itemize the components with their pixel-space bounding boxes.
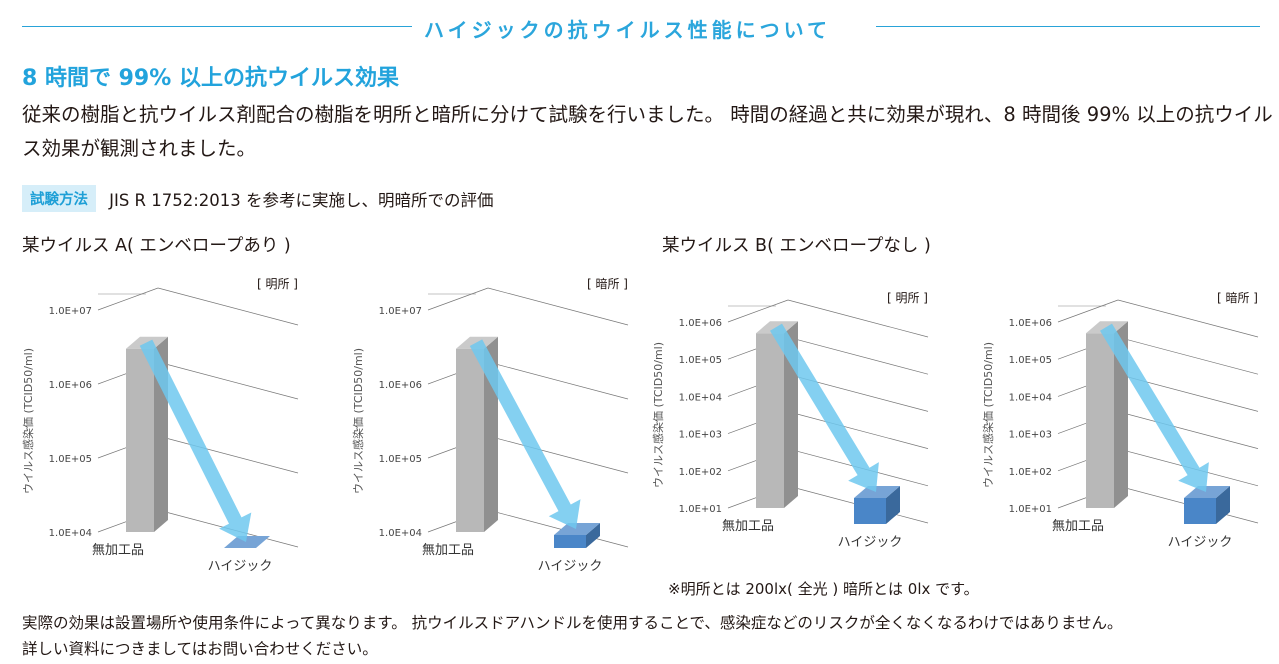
y-tick-label: 1.0E+04 [1009,392,1052,403]
header-rule-right [876,26,1260,27]
gridline-left [427,287,489,311]
virus-a-title: 某ウイルス A( エンベロープあり ) [22,236,291,256]
test-method-badge: 試験方法 [22,185,96,212]
gridline [787,299,929,338]
chart-title: [ 明所 ] [257,277,298,291]
y-tick-label: 1.0E+04 [679,392,722,403]
bar-front [126,348,154,532]
bar-front [756,333,784,508]
bar-side [886,485,900,524]
decline-arrow [1100,323,1209,492]
y-tick-label: 1.0E+04 [379,528,422,539]
chart-virus-a-light: [ 明所 ] ウイルス感染価 (TCID50/ml) 1.0E+04 1.0E+05 1… [21,277,299,574]
gridline [1117,336,1259,375]
bar-side [1216,485,1230,524]
x-category-label: 無加工品 [92,543,144,558]
virus-b-title: 某ウイルス B( エンベロープなし ) [662,236,931,256]
chart-title: [ 暗所 ] [1217,290,1258,305]
chart-title: [ 明所 ] [887,291,928,305]
gridline-left [1057,299,1119,323]
x-category-label: ハイジック [838,535,903,550]
decline-arrow [469,339,581,529]
y-tick-label: 1.0E+06 [1009,318,1052,329]
bar-front [1086,333,1114,508]
y-tick-label: 1.0E+04 [49,528,92,539]
x-category-label: ハイジック [1168,535,1233,550]
gridline [157,287,299,326]
y-tick-label: 1.0E+02 [1009,467,1052,478]
y-tick-label: 1.0E+03 [1009,430,1052,441]
bar-front [1184,497,1216,524]
y-tick-label: 1.0E+07 [379,306,422,317]
chart-virus-b-dark: [ 暗所 ] ウイルス感染価 (TCID50/ml) 1.0E+01 1.0E+02 1… [981,290,1259,550]
y-axis-label: ウイルス感染価 (TCID50/ml) [351,348,365,494]
section-header: ハイジックの抗ウイルス性能について [0,10,1279,44]
gridline [157,435,299,474]
x-category-label: ハイジック [538,559,603,574]
bar-front [456,348,484,532]
bar-front [554,534,586,548]
bar-top [554,522,600,535]
footer-notes: 実際の効果は設置場所や使用条件によって異なります。 抗ウイルスドアハンドルを使用… [22,610,1272,662]
gridline [1117,411,1259,449]
gridline [487,509,629,548]
section-title: ハイジックの抗ウイルス性能について [424,18,831,42]
gridline-left [97,287,159,311]
decline-arrow [139,339,252,542]
bar-side [586,522,600,548]
y-axis-label: ウイルス感染価 (TCID50/ml) [651,342,665,488]
light-dark-note: ※明所とは 200lx( 全光 ) 暗所とは 0lx です。 [668,580,979,598]
chart-virus-a-dark: [ 暗所 ] ウイルス感染価 (TCID50/ml) 1.0E+04 1.0E+05 1… [351,276,629,574]
y-tick-label: 1.0E+06 [679,318,722,329]
gridline [487,435,629,474]
bar-top [1184,485,1230,498]
chart-title: [ 暗所 ] [587,276,628,291]
decline-arrow [770,323,879,492]
gridline [487,287,629,326]
bar-top [854,485,900,498]
footer-line-2: 詳しい資料につきましてはお問い合わせください。 [22,640,378,658]
test-method: 試験方法 JIS R 1752:2013 を参考に実施し、明暗所での評価 [22,185,494,212]
y-tick-label: 1.0E+06 [49,380,92,391]
y-tick-label: 1.0E+05 [49,454,92,465]
y-axis-label: ウイルス感染価 (TCID50/ml) [981,342,995,488]
gridline [1117,299,1259,338]
y-tick-label: 1.0E+02 [679,467,722,478]
bar-front [854,497,886,524]
gridline [787,411,929,449]
y-tick-label: 1.0E+06 [379,380,422,391]
y-tick-label: 1.0E+01 [679,504,722,515]
x-category-label: 無加工品 [1052,519,1104,534]
test-method-text: JIS R 1752:2013 を参考に実施し、明暗所での評価 [109,190,494,210]
x-category-label: ハイジック [208,559,273,574]
gridline [787,336,929,375]
y-tick-label: 1.0E+07 [49,306,92,317]
x-category-label: 無加工品 [422,543,474,558]
bar-top [224,536,270,548]
footer-line-1: 実際の効果は設置場所や使用条件によって異なります。 抗ウイルスドアハンドルを使用… [22,614,1123,632]
headline: 8 時間で 99% 以上の抗ウイルス効果 [22,66,399,91]
y-axis-label: ウイルス感染価 (TCID50/ml) [21,348,35,494]
y-tick-label: 1.0E+05 [379,454,422,465]
intro-paragraph: 従来の樹脂と抗ウイルス剤配合の樹脂を明所と暗所に分けて試験を行いました。 時間の… [22,103,1273,160]
y-tick-label: 1.0E+03 [679,430,722,441]
gridline [487,361,629,400]
gridline [157,361,299,400]
chart-virus-b-light: [ 明所 ] ウイルス感染価 (TCID50/ml) 1.0E+01 1.0E+02 1… [651,291,929,550]
y-tick-label: 1.0E+01 [1009,504,1052,515]
y-tick-label: 1.0E+05 [679,355,722,366]
x-category-label: 無加工品 [722,519,774,534]
header-rule-left [22,26,412,27]
y-tick-label: 1.0E+05 [1009,355,1052,366]
gridline-left [727,299,789,323]
